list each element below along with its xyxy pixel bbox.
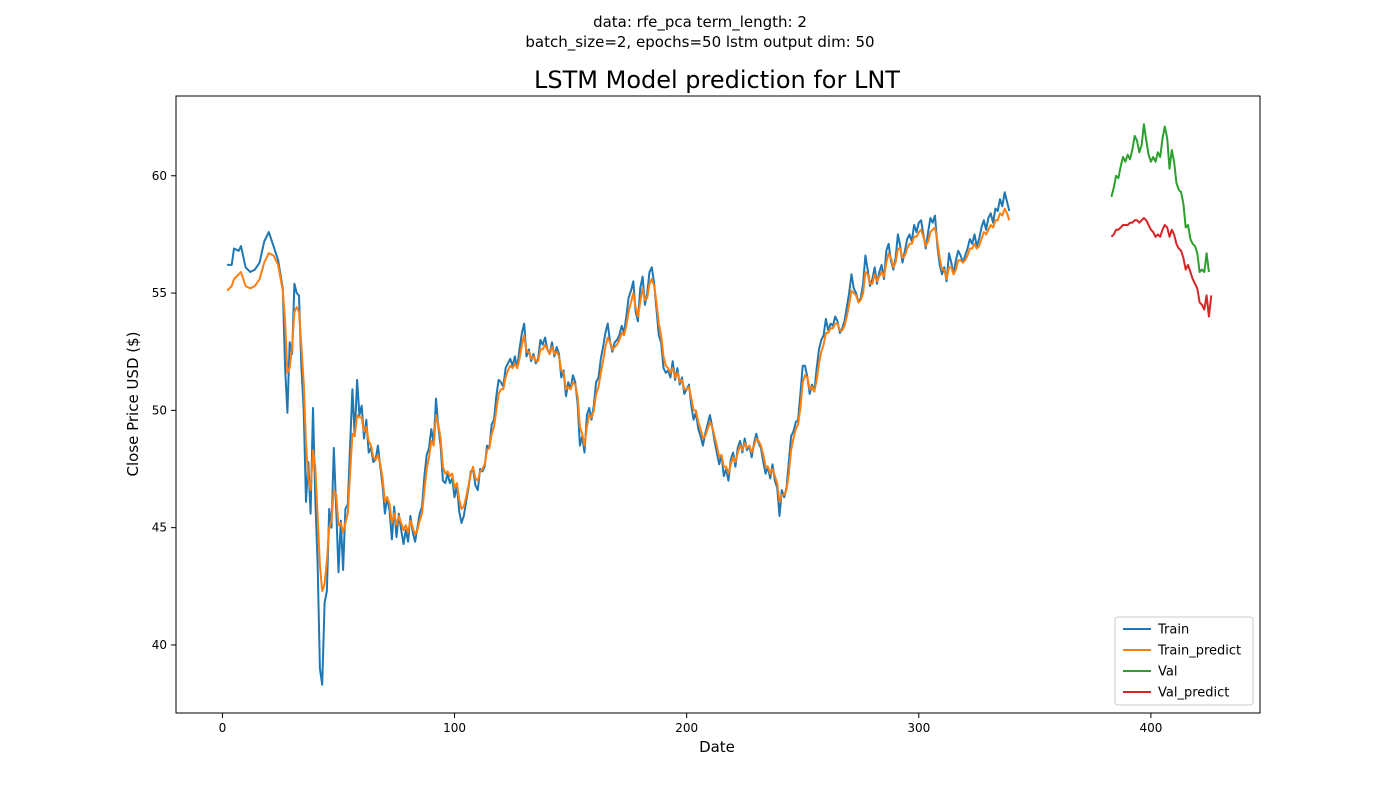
series-layer xyxy=(226,123,1213,686)
x-axis-label: Date xyxy=(699,738,735,756)
series-line-train-predict xyxy=(226,207,1011,592)
series-line-val-predict xyxy=(1110,217,1213,318)
y-tick-label: 45 xyxy=(152,521,167,535)
series-line-val xyxy=(1110,123,1210,273)
y-tick-label: 40 xyxy=(152,638,167,652)
legend-label-val-predict: Val_predict xyxy=(1158,686,1229,701)
suptitle-line-2: batch_size=2, epochs=50 lstm output dim:… xyxy=(525,33,874,52)
x-tick-label: 200 xyxy=(675,721,698,735)
legend-label-train-predict: Train_predict xyxy=(1157,644,1241,659)
x-tick-label: 0 xyxy=(219,721,227,735)
y-tick-label: 60 xyxy=(152,169,167,183)
x-tick-label: 400 xyxy=(1139,721,1162,735)
legend-box xyxy=(1114,616,1254,706)
suptitle-line-1: data: rfe_pca term_length: 2 xyxy=(593,13,807,32)
legend: Train Train_predict Val Val_predict xyxy=(1114,616,1254,706)
y-tick-label: 50 xyxy=(152,403,167,417)
y-axis-label: Close Price USD ($) xyxy=(124,331,142,476)
legend-label-val: Val xyxy=(1158,665,1177,680)
y-tick-label: 55 xyxy=(152,286,167,300)
axes-layer: 0 100 200 300 400 40 45 50 55 60 xyxy=(152,95,1261,735)
x-tick-label: 100 xyxy=(443,721,466,735)
x-tick-label: 300 xyxy=(907,721,930,735)
chart-title: LSTM Model prediction for LNT xyxy=(534,66,900,94)
plot-frame xyxy=(175,95,1261,714)
legend-label-train: Train xyxy=(1157,623,1189,638)
